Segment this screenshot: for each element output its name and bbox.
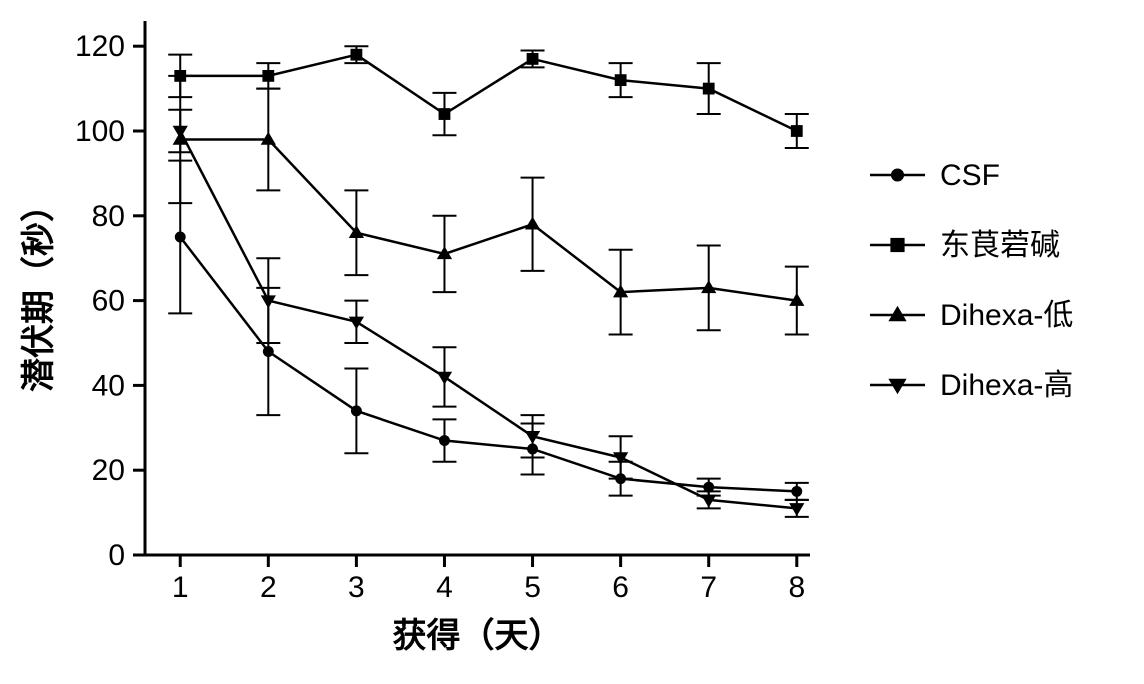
marker-csf [792,486,802,496]
legend-marker-scopolamine [891,238,904,251]
y-tick-label: 40 [92,369,125,402]
marker-scopolamine [439,109,450,120]
marker-scopolamine [703,83,714,94]
legend-label: Dihexa-高 [940,369,1073,402]
x-tick-label: 7 [700,571,717,604]
legend-label: CSF [940,159,1000,192]
y-tick-label: 20 [92,454,125,487]
x-tick-label: 2 [260,571,277,604]
chart-container: 0 20 40 60 80 100 120 1 2 3 4 5 6 7 8 潜伏期（秒） 获得（天） CSF 东茛菪… [0,0,1144,684]
marker-scopolamine [263,70,274,81]
y-axis-label: 潜伏期（秒） [19,188,58,392]
marker-scopolamine [615,75,626,86]
marker-csf [440,436,450,446]
x-tick-label: 6 [612,571,629,604]
marker-scopolamine [527,54,538,65]
marker-scopolamine [791,126,802,137]
y-tick-label: 80 [92,200,125,233]
x-tick-label: 3 [348,571,365,604]
legend-label: Dihexa-低 [940,299,1073,332]
y-tick-label: 120 [75,30,125,63]
y-tick-label: 60 [92,285,125,318]
marker-csf [351,406,361,416]
x-tick-label: 5 [524,571,541,604]
x-tick-label: 4 [436,571,453,604]
x-axis-label: 获得（天） [393,616,563,655]
y-tick-label: 0 [108,539,125,572]
y-tick-label: 100 [75,115,125,148]
marker-scopolamine [351,49,362,60]
legend-marker-csf [891,169,903,181]
marker-csf [263,347,273,357]
marker-csf [175,232,185,242]
line-chart: 0 20 40 60 80 100 120 1 2 3 4 5 6 7 8 潜伏期（秒） 获得（天） CSF 东茛菪… [0,0,1144,684]
x-tick-label: 8 [788,571,805,604]
x-tick-label: 1 [172,571,189,604]
legend-label: 东茛菪碱 [940,229,1060,262]
